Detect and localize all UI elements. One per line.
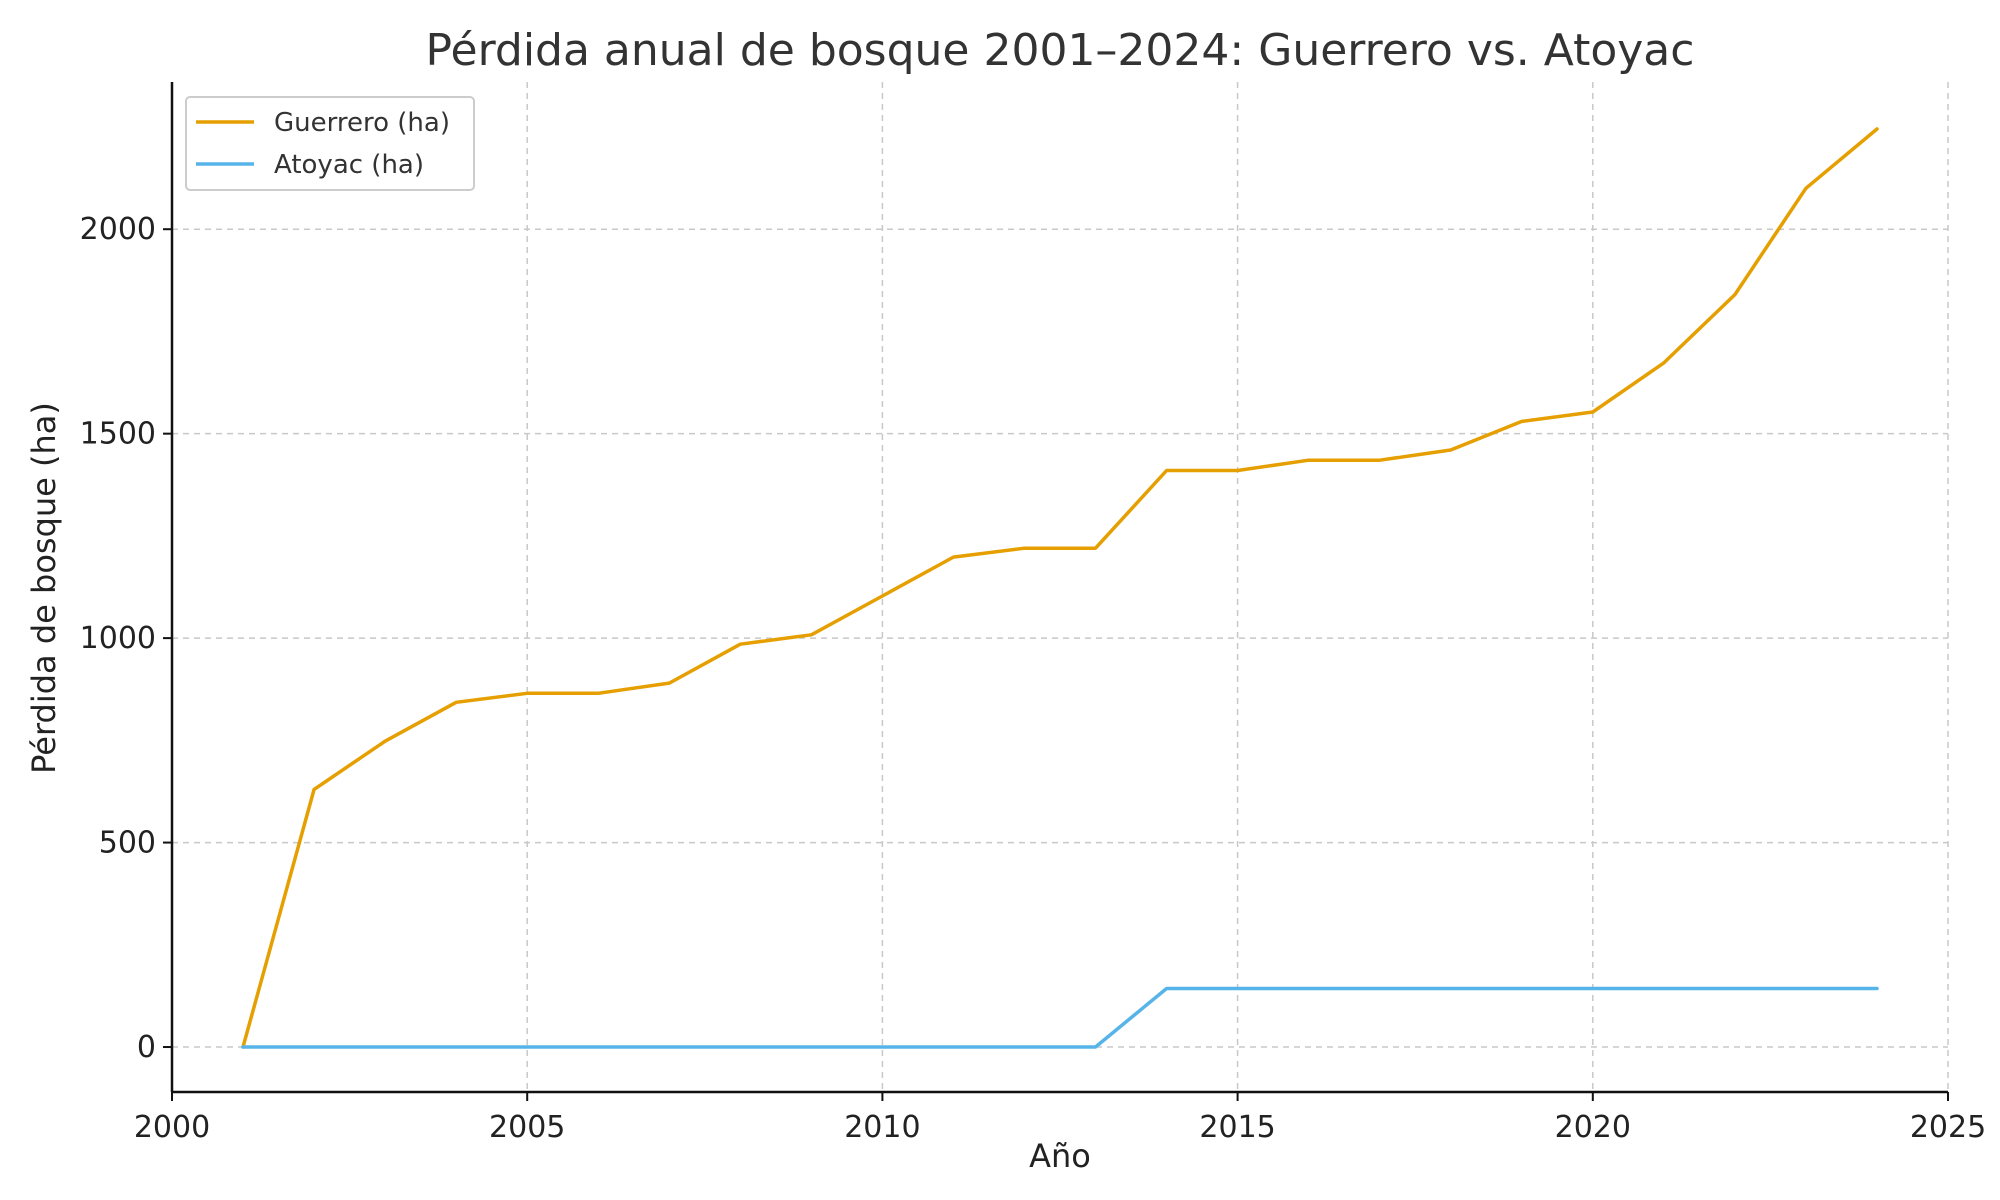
chart-title: Pérdida anual de bosque 2001–2024: Guerr… — [426, 25, 1695, 76]
series-lines — [241, 127, 1879, 1049]
y-tick-label: 2000 — [80, 212, 156, 247]
axes: 2000 2005 2010 2015 2020 2025 0 500 1000 1500 2000 — [80, 82, 1986, 1145]
grid — [171, 82, 1949, 1092]
x-tick-label: 2015 — [1199, 1110, 1275, 1145]
y-tick-label: 1000 — [80, 621, 156, 656]
legend-label: Atoyac (ha) — [274, 150, 424, 180]
legend: Guerrero (ha) Atoyac (ha) — [185, 96, 475, 191]
y-tick-label: 1500 — [80, 417, 156, 452]
x-axis-label: Año — [1029, 1137, 1091, 1175]
series-line-guerrero — [241, 127, 1879, 1049]
legend-label: Guerrero (ha) — [274, 108, 450, 138]
series-line-atoyac — [241, 986, 1879, 1049]
y-tick-label: 500 — [99, 826, 156, 861]
y-axis-label: Pérdida de bosque (ha) — [25, 402, 63, 774]
x-tick-label: 2005 — [489, 1110, 565, 1145]
x-tick-label: 2000 — [134, 1110, 210, 1145]
legend-box — [185, 96, 475, 191]
x-tick-label: 2025 — [1910, 1110, 1986, 1145]
y-tick-label: 0 — [137, 1030, 156, 1065]
x-tick-label: 2020 — [1555, 1110, 1631, 1145]
x-tick-label: 2010 — [844, 1110, 920, 1145]
